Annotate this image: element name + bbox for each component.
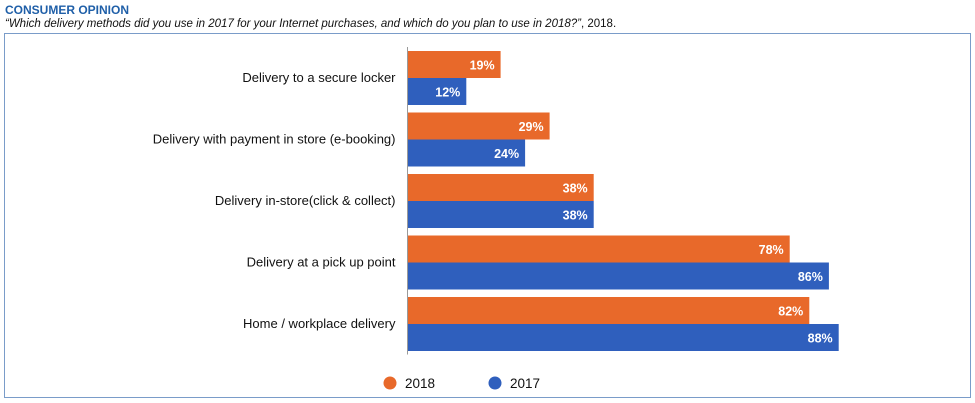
legend-label: 2018 (405, 376, 435, 391)
bar-2017 (407, 262, 829, 290)
subtitle-suffix: , 2018. (580, 18, 617, 30)
category-label: Delivery in-store(click & collect) (215, 193, 396, 208)
data-label: 29% (519, 120, 544, 134)
legend-marker-2018 (383, 376, 397, 390)
data-label: 38% (563, 209, 588, 223)
bar-2017 (407, 78, 467, 105)
data-label: 12% (435, 86, 460, 100)
bar-2017 (407, 201, 594, 228)
bar-2017 (407, 324, 839, 351)
data-label: 24% (494, 147, 519, 161)
survey-question: “Which delivery methods did you use in 2… (5, 18, 581, 30)
bar-2018 (407, 297, 810, 324)
data-label: 38% (563, 182, 588, 196)
legend-label: 2017 (510, 376, 540, 391)
bar-2018 (407, 235, 790, 263)
category-label: Home / workplace delivery (243, 316, 396, 331)
category-label: Delivery at a pick up point (247, 255, 396, 270)
legend-marker-2017 (488, 376, 502, 390)
bar-2017 (407, 139, 526, 167)
chart-subtitle: “Which delivery methods did you use in 2… (5, 17, 970, 31)
data-label: 82% (778, 305, 803, 319)
bar-2018 (407, 174, 594, 201)
chart-frame (4, 33, 971, 398)
data-label: 78% (759, 243, 784, 257)
category-label: Delivery to a secure locker (242, 70, 396, 85)
data-label: 88% (808, 332, 833, 346)
bar-2018 (407, 51, 501, 78)
chart-header: CONSUMER OPINION “Which delivery methods… (5, 3, 970, 31)
bar-2018 (407, 112, 550, 140)
data-label: 19% (470, 59, 495, 73)
data-label: 86% (798, 270, 823, 284)
chart-title: CONSUMER OPINION (5, 3, 130, 17)
category-label: Delivery with payment in store (e-bookin… (153, 132, 396, 147)
